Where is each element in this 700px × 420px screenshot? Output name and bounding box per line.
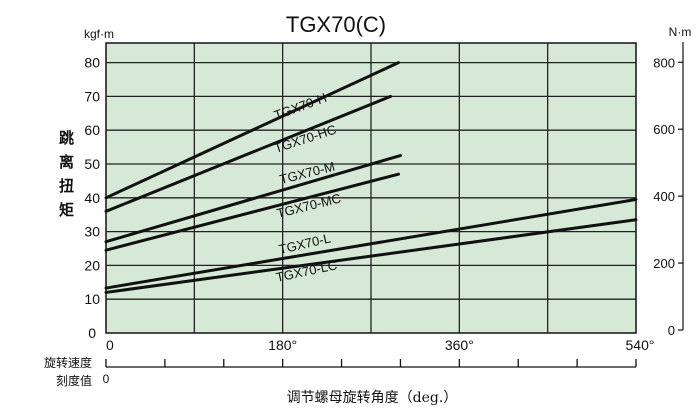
- y-tick-label-left: 30: [84, 224, 100, 240]
- y-tick-label-right: 0: [668, 323, 675, 338]
- series-lines: [104, 61, 638, 294]
- y-tick-label-left: 10: [84, 291, 100, 307]
- y-tick-label-left: 70: [84, 88, 100, 104]
- y-tick-label-left: 60: [84, 122, 100, 138]
- y-tick-label-left: 0: [88, 325, 96, 341]
- y-tick-label-left: 80: [84, 55, 100, 71]
- y-tick-label-left: 50: [84, 156, 100, 172]
- ruler-label-1: 旋转速度: [44, 355, 92, 370]
- left-unit-label: kgf·m: [84, 27, 114, 41]
- ruler-label-2: 刻度值: [56, 373, 92, 388]
- chart-title: TGX70(C): [286, 12, 386, 37]
- series-line-tgx70-h: [104, 61, 400, 200]
- y-tick-label-left: 40: [84, 190, 100, 206]
- y-tick-label-right: 200: [653, 256, 675, 271]
- series-line-tgx70-mc: [104, 172, 400, 252]
- x-tick-label: 180°: [268, 337, 297, 353]
- series-line-tgx70-lc: [104, 218, 638, 294]
- x-tick-label: 540°: [626, 337, 655, 353]
- x-tick-label: 360°: [445, 337, 474, 353]
- y-axis-label: 跳离扭矩: [57, 130, 75, 226]
- right-unit-label: N·m: [669, 25, 692, 39]
- y-tick-label-right: 600: [653, 122, 675, 137]
- rotation-scale-ruler: [105, 359, 637, 368]
- x-tick-label: 0: [106, 337, 114, 353]
- y-tick-label-right: 800: [653, 55, 675, 70]
- y-tick-label-left: 20: [84, 257, 100, 273]
- series-line-tgx70-m: [104, 154, 402, 244]
- right-axis: 0 200 400 600 800: [653, 42, 684, 338]
- axis-ticks: 0 10 20 30 40 50 60 70 80 0 180° 360° 540°: [84, 55, 654, 353]
- series-line-tgx70-hc: [104, 94, 393, 213]
- x-axis-label: 调节螺母旋转角度（deg.）: [287, 390, 458, 406]
- ruler-zero-label: 0: [103, 372, 110, 386]
- series-line-tgx70-l: [104, 197, 638, 290]
- y-tick-label-right: 400: [653, 189, 675, 204]
